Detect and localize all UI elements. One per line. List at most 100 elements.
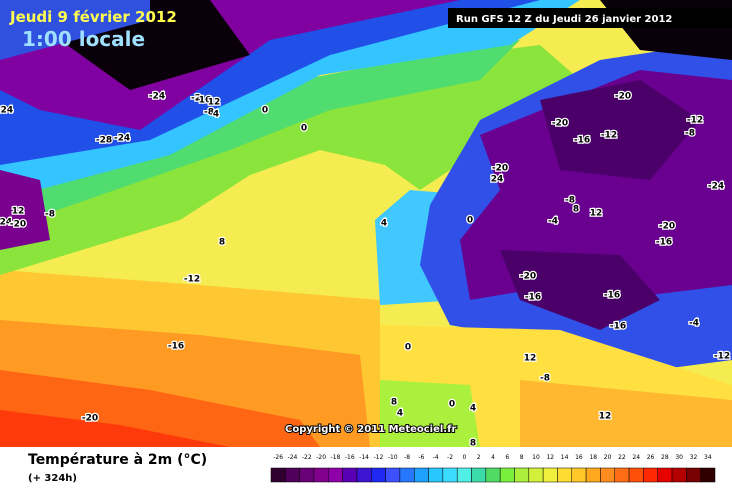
scale-label: 8 [520, 454, 524, 461]
copyright: Copyright © 2011 Meteociel.fr [285, 424, 456, 435]
contour-label: 4 [124, 134, 130, 144]
scale-swatch [442, 467, 458, 483]
contour-label: -20 [659, 222, 675, 232]
scale-swatch [542, 467, 558, 483]
scale-swatch [657, 467, 673, 483]
contour-label: -24 [708, 182, 724, 192]
contour-label: 8 [470, 439, 476, 449]
contour-label: -24 [0, 218, 12, 228]
contour-label: 4 [470, 404, 476, 414]
scale-label: -20 [316, 454, 326, 461]
contour-label: -16 [168, 342, 184, 352]
scale-swatch [614, 467, 630, 483]
contour-label: 4 [381, 219, 387, 229]
scale-label: -26 [273, 454, 283, 461]
scale-swatch [371, 467, 386, 483]
forecast-time: 1:00 locale [22, 27, 145, 51]
contour-label: -2 [114, 134, 124, 144]
contour-label: 4 [397, 409, 403, 419]
contour-label: -8 [685, 129, 695, 139]
scale-swatch [356, 467, 372, 483]
contour-label: -24 [0, 106, 13, 116]
zone-mild [0, 45, 580, 275]
color-scale: -26 -24 -22 -20 -18 -16 -14 -12 -10 -8 -6 -4 -2 0 2 4 6 8… [270, 454, 716, 483]
zone-hottest [0, 410, 230, 447]
scale-label: 28 [661, 454, 669, 461]
scale-label: 24 [632, 454, 640, 461]
scale-label: 2 [477, 454, 481, 461]
scale-swatch [671, 467, 687, 483]
scale-label: 16 [575, 454, 583, 461]
contour-label: 8 [573, 205, 579, 215]
contour-label: -20 [552, 119, 568, 129]
contour-label: -12 [714, 352, 730, 362]
scale-label: 12 [546, 454, 554, 461]
scale-swatch [342, 467, 358, 483]
contour-label: 12 [12, 207, 25, 217]
contour-label: -12 [601, 131, 617, 141]
contour-label: -2 [191, 94, 201, 104]
scale-label: 14 [561, 454, 569, 461]
contour-label: 24 [491, 175, 504, 185]
contour-label: -20 [82, 414, 98, 424]
contour-label: -24 [149, 92, 165, 102]
scale-swatch [413, 467, 429, 483]
contour-label: 16 [199, 96, 212, 106]
scale-label: -16 [345, 454, 355, 461]
zone-title-bg [0, 0, 150, 60]
contour-label: 12 [599, 412, 612, 422]
zone-freezing-west [0, 170, 50, 250]
scale-swatch [428, 467, 444, 483]
scale-label: 22 [618, 454, 626, 461]
contour-label: -8 [540, 374, 550, 384]
scale-label: 26 [647, 454, 655, 461]
contour-label: -8 [204, 108, 214, 118]
scale-label: -8 [404, 454, 410, 461]
scale-label: -10 [388, 454, 398, 461]
contour-label: 0 [301, 124, 307, 134]
scale-swatch [313, 467, 329, 483]
scale-label: 6 [505, 454, 509, 461]
contour-label: -20 [520, 272, 536, 282]
scale-label: 18 [589, 454, 597, 461]
scale-swatch [557, 467, 573, 483]
contour-label: -12 [184, 275, 200, 285]
contour-label: 4 [213, 110, 219, 120]
scale-swatch [270, 467, 286, 483]
scale-swatch [299, 467, 315, 483]
contour-label: 12 [524, 354, 537, 364]
scale-swatch [385, 467, 401, 483]
scale-swatch [471, 467, 487, 483]
contour-label: -16 [604, 291, 620, 301]
scale-swatch [571, 467, 587, 483]
contour-label: -8 [45, 210, 55, 220]
zone-africa-warm [520, 380, 732, 447]
scale-swatch [399, 467, 415, 483]
contour-label: -20 [615, 92, 631, 102]
scale-swatch [499, 467, 515, 483]
contour-label: 8 [219, 238, 225, 248]
forecast-date: Jeudi 9 février 2012 [9, 8, 177, 26]
scale-label: 32 [690, 454, 698, 461]
run-box [448, 8, 732, 28]
scale-swatch [628, 467, 644, 483]
contour-label: 0 [449, 400, 455, 410]
contour-label: 0 [467, 216, 473, 226]
contour-label: 0 [262, 106, 268, 116]
contour-label: -16 [656, 238, 672, 248]
contour-label: -4 [689, 319, 699, 329]
run-info: Run GFS 12 Z du Jeudi 26 janvier 2012 [456, 14, 672, 25]
scale-label: -4 [433, 454, 439, 461]
contour-label: 12 [590, 209, 603, 219]
scale-swatch [643, 467, 658, 483]
scale-swatch [456, 467, 472, 483]
contour-label: -16 [574, 136, 590, 146]
scale-swatch [285, 467, 300, 483]
scale-swatch [585, 467, 601, 483]
scale-swatch [700, 467, 716, 483]
contour-label: -28 [96, 136, 112, 146]
scale-label: 34 [704, 454, 712, 461]
scale-label: 30 [675, 454, 683, 461]
scale-label: -24 [288, 454, 298, 461]
scale-label: 10 [532, 454, 540, 461]
